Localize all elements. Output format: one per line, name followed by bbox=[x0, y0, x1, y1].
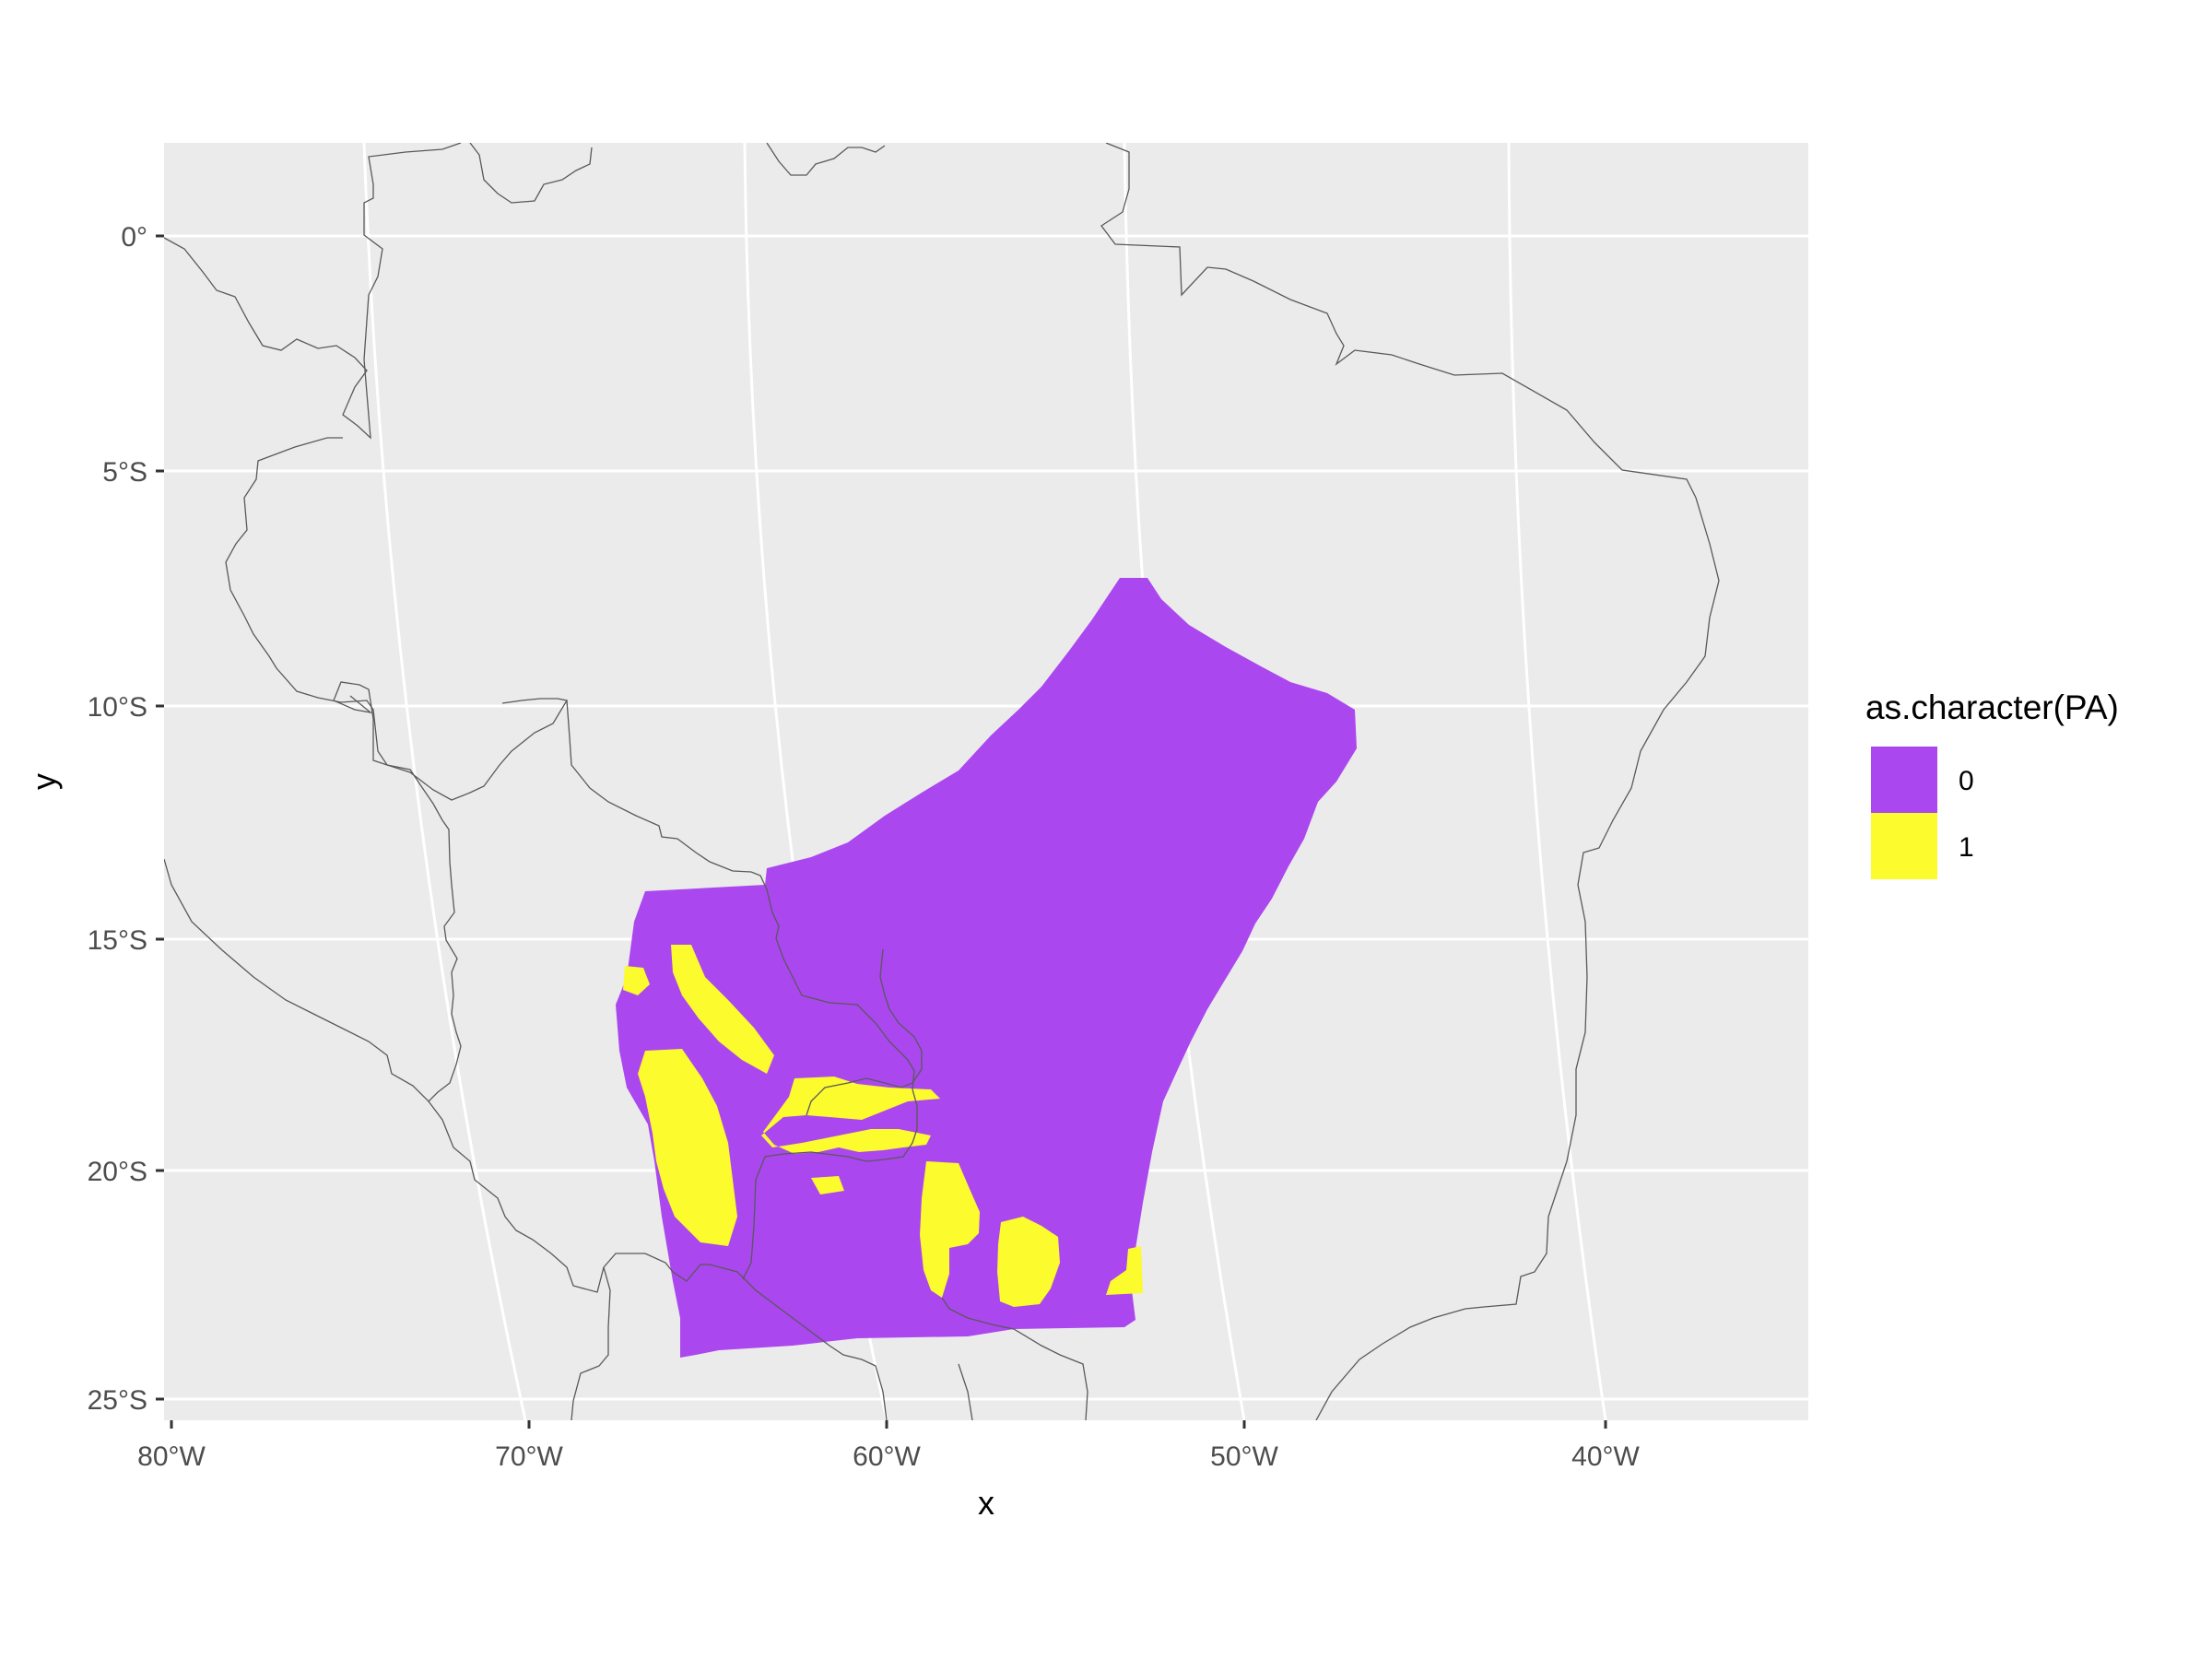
border-line bbox=[164, 681, 462, 1102]
x-tick-label: 50°W bbox=[1210, 1441, 1278, 1472]
border-line bbox=[806, 948, 923, 1116]
x-axis bbox=[170, 1420, 1607, 1429]
border-line bbox=[225, 437, 569, 801]
presence-patch bbox=[920, 1161, 980, 1298]
border-line bbox=[766, 143, 886, 176]
y-tick-label: 25°S bbox=[88, 1385, 147, 1416]
border-line bbox=[1100, 143, 1720, 1420]
border-line bbox=[469, 143, 593, 204]
legend: as.character(PA) 0 1 bbox=[1865, 688, 2119, 879]
border-line bbox=[566, 700, 918, 1280]
presence-patch bbox=[1106, 1246, 1143, 1295]
x-axis-title: x bbox=[978, 1484, 994, 1522]
presence-patch bbox=[623, 966, 650, 995]
graticule bbox=[164, 142, 1808, 1421]
legend-key-0 bbox=[1871, 747, 1937, 813]
border-line bbox=[428, 1100, 888, 1420]
y-tick-label: 5°S bbox=[102, 457, 147, 488]
y-tick-label: 20°S bbox=[88, 1157, 147, 1187]
presence-patch bbox=[638, 1049, 737, 1246]
gridline-lon-40w bbox=[1507, 142, 1607, 1421]
y-tick-label: 10°S bbox=[88, 692, 147, 723]
x-tick-label: 60°W bbox=[853, 1441, 921, 1472]
border-line bbox=[164, 143, 462, 440]
border-line bbox=[958, 1363, 973, 1420]
presence-patches-1 bbox=[623, 945, 1143, 1307]
y-tick-label: 0° bbox=[121, 222, 147, 253]
y-axis-title: y bbox=[25, 773, 63, 790]
border-line bbox=[941, 1297, 1088, 1420]
x-tick-label: 70°W bbox=[495, 1441, 563, 1472]
presence-patch bbox=[997, 1217, 1060, 1307]
occurrence-raster bbox=[616, 578, 1357, 1358]
legend-key-1 bbox=[1871, 813, 1937, 879]
presence-patch bbox=[811, 1176, 844, 1194]
presence-patch bbox=[671, 945, 774, 1074]
legend-label-1: 1 bbox=[1959, 832, 1974, 863]
presence-patch bbox=[761, 1077, 940, 1154]
x-tick-label: 80°W bbox=[137, 1441, 206, 1472]
gridline-lon-70w bbox=[362, 142, 527, 1421]
y-tick-label: 15°S bbox=[88, 925, 147, 956]
legend-title: as.character(PA) bbox=[1865, 688, 2119, 726]
legend-label-0: 0 bbox=[1959, 766, 1974, 796]
border-line bbox=[571, 1266, 611, 1420]
country-borders bbox=[164, 143, 1720, 1420]
y-axis bbox=[156, 234, 164, 1401]
x-tick-label: 40°W bbox=[1571, 1441, 1640, 1472]
presence-absence-region-0 bbox=[616, 578, 1357, 1358]
